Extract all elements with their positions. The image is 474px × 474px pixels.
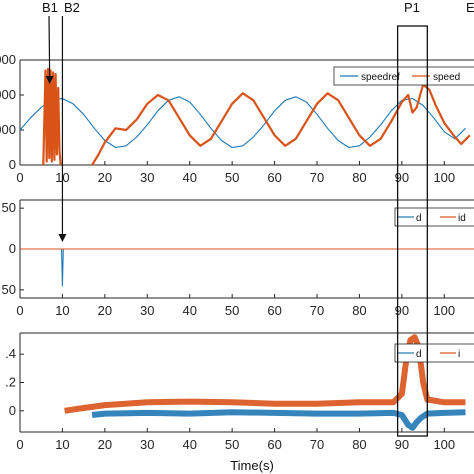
panel1-y-tick-label: 000 [0,122,16,137]
panel3-x-tick-label: 80 [352,437,366,452]
panel1-y-tick-label: 000 [0,87,16,102]
series-line-d [91,409,466,431]
panel1-y-tick-label: 0 [9,157,16,172]
panel1-x-tick-label: 100 [433,170,455,185]
annotation-b1-arrowhead [45,76,54,84]
legend-label-speed: speed [433,72,460,83]
series-line-speed [91,83,471,166]
panel3-x-tick-label: 20 [98,437,112,452]
panel3-y-tick-label: .4 [5,346,16,361]
annotation-b1-arrow [48,15,51,81]
panel2-y-tick-label: 0 [9,241,16,256]
x-axis-label: Time(s) [230,458,274,473]
legend-label-speedref: speedref [361,72,400,83]
panel3-legend: d i [394,343,474,363]
panel3-x-tick-label: 70 [310,437,324,452]
panel-current: .4 .2 0 0 10 20 30 40 50 60 70 80 90 100 d i [5,332,474,452]
panel2-x-tick-label: 100 [433,303,455,318]
panel2-legend: d id [394,207,474,227]
series-line-speedref [19,96,466,149]
panel2-y-tick-label: 50 [2,200,16,215]
panel2-x-tick-label: 80 [352,303,366,318]
panel1-x-tick-label: 80 [352,170,366,185]
panel2-x-tick-label: 0 [16,303,23,318]
panel3-x-tick-label: 30 [140,437,154,452]
panel2-x-tick-label: 30 [140,303,154,318]
panel3-x-tick-label: 100 [433,437,455,452]
panel3-x-tick-label: 60 [267,437,281,452]
panel3-x-tick-label: 40 [182,437,196,452]
legend-label-d3: d [416,349,422,360]
annotation-p1-box [396,25,428,437]
legend-label-d: d [416,213,422,224]
series-line-i [64,334,466,414]
series-line-speed-transient [42,67,62,166]
panel1-x-tick-label: 40 [182,170,196,185]
panel3-x-tick-label: 0 [16,437,23,452]
panel1-x-tick-label: 0 [16,170,23,185]
panel3-y-tick-label: .2 [5,375,16,390]
panel1-x-tick-label: 90 [395,170,409,185]
panel1-x-tick-label: 30 [140,170,154,185]
panel2-x-tick-label: 70 [310,303,324,318]
panel2-x-tick-label: 10 [55,303,69,318]
annotations: B1 B2 P1 E [42,0,474,437]
panel1-x-tick-label: 60 [267,170,281,185]
panel1-x-tick-label: 20 [98,170,112,185]
annotation-p1-label: P1 [404,0,420,15]
panel2-x-tick-label: 40 [182,303,196,318]
panel3-x-tick-label: 10 [55,437,69,452]
legend-label-i3: i [458,349,460,360]
annotation-b1-label: B1 [42,0,58,15]
panel3-x-tick-label: 50 [225,437,239,452]
panel2-x-tick-label: 90 [395,303,409,318]
panel1-legend: speedref speed [333,66,474,86]
panel3-y-tick-label: 0 [9,403,16,418]
panel1-y-tick-label: 000 [0,52,16,67]
panel1-x-tick-label: 50 [225,170,239,185]
annotation-b2-arrowhead [58,234,67,242]
panel2-y-tick-label: 50 [2,282,16,297]
panel3-x-tick-label: 90 [395,437,409,452]
legend-label-id: id [458,213,466,224]
panel1-x-tick-label: 70 [310,170,324,185]
series-line-d [20,248,474,287]
panel2-x-tick-label: 20 [98,303,112,318]
panel2-x-tick-label: 60 [267,303,281,318]
annotation-edge-label: E [466,0,474,15]
annotation-b2-label: B2 [64,0,80,15]
panel2-x-tick-label: 50 [225,303,239,318]
